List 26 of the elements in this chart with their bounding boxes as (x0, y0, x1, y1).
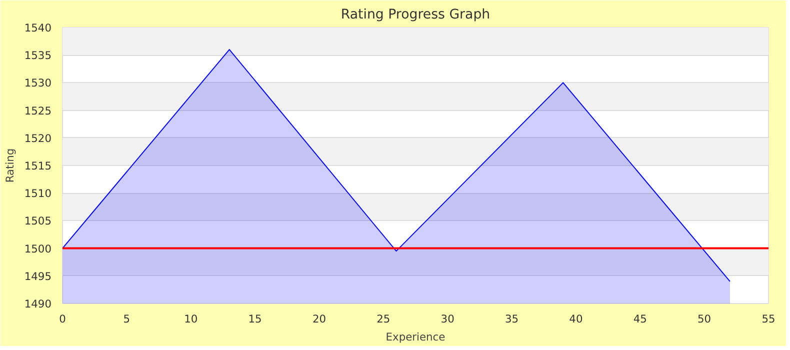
y-tick-label: 1530 (24, 76, 52, 90)
x-tick-label: 50 (698, 312, 712, 326)
y-tick-label: 1505 (24, 214, 52, 228)
y-tick-label: 1520 (24, 132, 52, 145)
x-tick-label: 0 (59, 312, 66, 326)
x-tick-label: 30 (440, 312, 455, 326)
y-tick-label: 1500 (24, 242, 52, 256)
y-tick-label: 1490 (24, 298, 52, 310)
y-tick-label: 1510 (24, 187, 52, 200)
x-axis-title: Experience (386, 330, 446, 344)
x-tick-label: 10 (184, 312, 198, 326)
x-tick-label: 40 (569, 312, 583, 326)
chart-title: Rating Progress Graph (340, 8, 490, 22)
x-tick-label: 55 (762, 312, 776, 326)
y-axis-title: Rating (3, 148, 16, 183)
x-tick-label: 25 (376, 312, 390, 326)
x-tick-label: 5 (123, 312, 130, 326)
y-tick-label: 1540 (24, 22, 52, 34)
y-tick-label: 1495 (24, 270, 52, 283)
x-tick-label: 45 (633, 312, 647, 326)
x-tick-label: 20 (312, 312, 326, 326)
x-tick-label: 35 (504, 312, 519, 326)
x-tick-label: 15 (248, 312, 262, 326)
y-tick-label: 1525 (24, 104, 52, 118)
y-tick-label: 1515 (24, 160, 52, 172)
y-tick-label: 1535 (24, 49, 52, 62)
